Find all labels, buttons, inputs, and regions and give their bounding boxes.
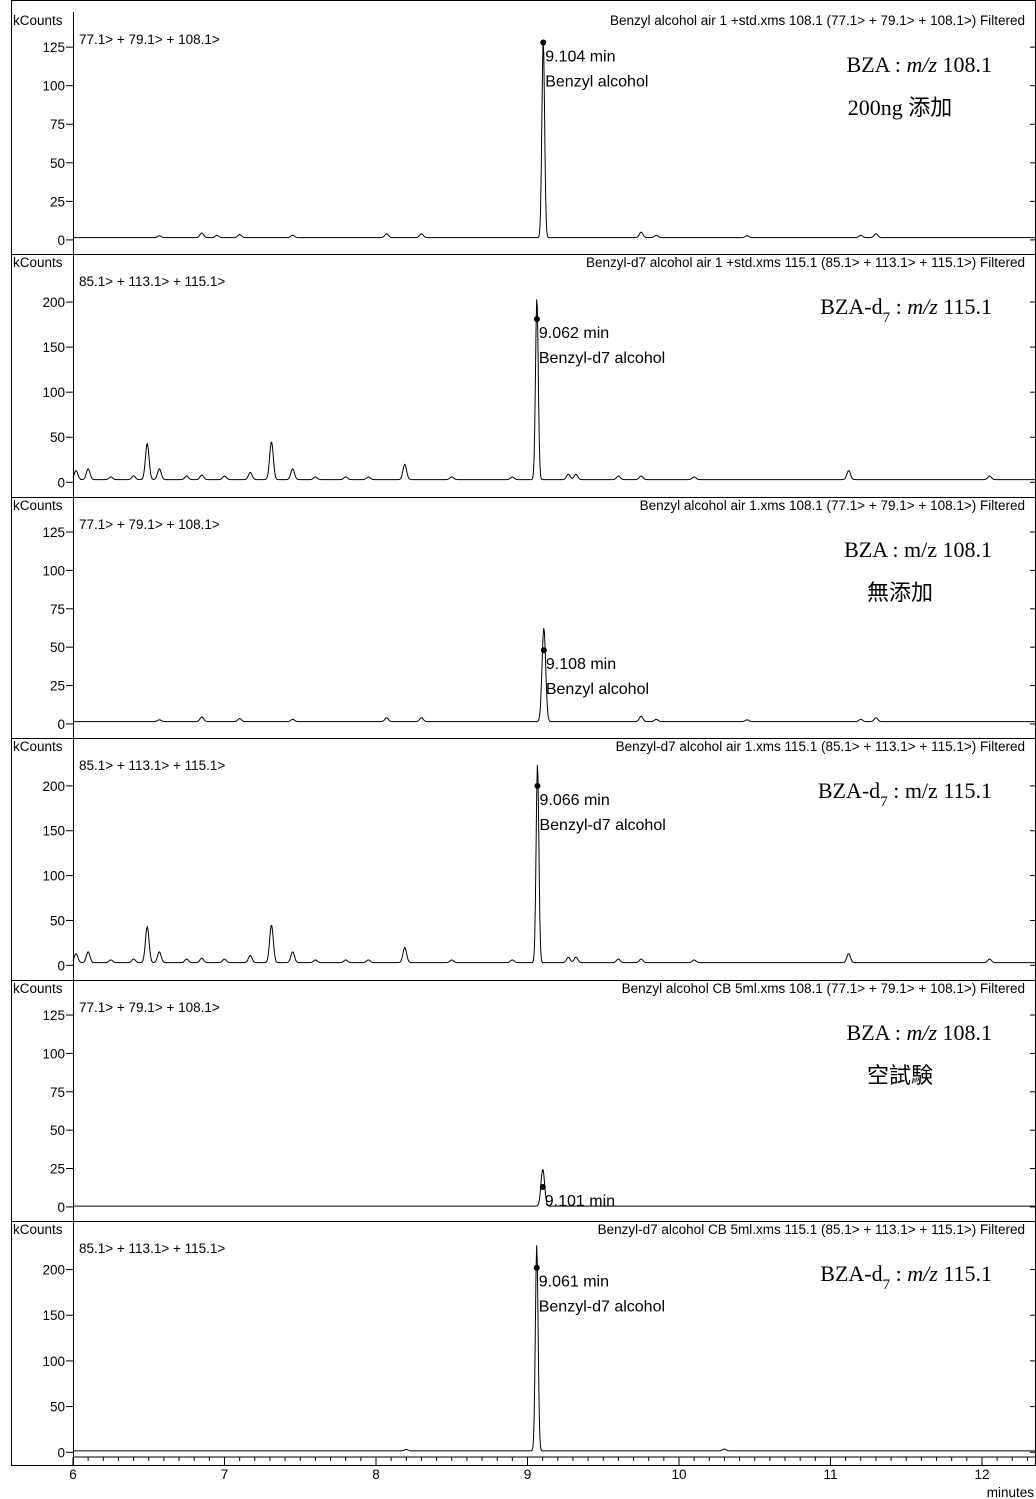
analyte-annotation: BZA-d7 : m/z 115.1 <box>818 778 992 810</box>
analyte-annotation: BZA : m/z 108.1 <box>844 537 992 562</box>
y-tick-label: 25 <box>50 1162 65 1177</box>
peak-label: Benzyl-d7 alcohol <box>539 350 665 367</box>
peak-label: Benzyl alcohol <box>545 74 648 91</box>
y-tick-label: 0 <box>57 1200 65 1215</box>
peak-label: Benzyl-d7 alcohol <box>539 817 665 834</box>
annotation-note: 無添加 <box>867 580 933 605</box>
chromatogram-trace <box>73 1245 1035 1452</box>
y-unit-label: kCounts <box>13 13 63 28</box>
x-tick-label: 12 <box>974 1467 989 1482</box>
peak-marker <box>539 1183 546 1190</box>
peak-label: 9.062 min <box>539 325 609 342</box>
y-tick-label: 25 <box>50 679 65 694</box>
analyte-annotation: BZA-d7 : m/z 115.1 <box>820 294 992 326</box>
peak-marker <box>534 782 541 789</box>
y-tick-label: 25 <box>50 194 65 209</box>
x-tick-label: 7 <box>221 1467 229 1482</box>
ion-list: 77.1> + 79.1> + 108.1> <box>79 1000 220 1015</box>
y-tick-label: 125 <box>42 1008 65 1023</box>
panel-header: Benzyl alcohol air 1.xms 108.1 (77.1> + … <box>640 498 1025 513</box>
ion-list: 77.1> + 79.1> + 108.1> <box>79 517 220 532</box>
y-tick-label: 100 <box>42 1354 65 1369</box>
y-unit-label: kCounts <box>13 739 63 754</box>
y-tick-label: 50 <box>50 1400 65 1415</box>
annotation-note: 空試験 <box>867 1063 933 1088</box>
peak-marker <box>540 647 547 654</box>
peak-label: 9.061 min <box>539 1274 609 1291</box>
panel-header: Benzyl-d7 alcohol air 1 +std.xms 115.1 (… <box>586 255 1025 270</box>
ion-list: 85.1> + 113.1> + 115.1> <box>79 758 225 773</box>
y-tick-label: 0 <box>57 717 65 732</box>
peak-label: 9.108 min <box>546 656 616 673</box>
y-tick-label: 50 <box>50 913 65 928</box>
panel-header: Benzyl alcohol CB 5ml.xms 108.1 (77.1> +… <box>622 981 1025 996</box>
annotation-note: 200ng 添加 <box>848 95 953 120</box>
x-tick-label: 8 <box>372 1467 380 1482</box>
analyte-annotation: BZA : m/z 108.1 <box>847 52 992 77</box>
peak-label: Benzyl-d7 alcohol <box>539 1299 665 1316</box>
panel-header: Benzyl-d7 alcohol air 1.xms 115.1 (85.1>… <box>616 739 1025 754</box>
panel-header: Benzyl-d7 alcohol CB 5ml.xms 115.1 (85.1… <box>598 1222 1025 1237</box>
y-tick-label: 125 <box>42 40 65 55</box>
y-tick-label: 0 <box>57 958 65 973</box>
peak-marker <box>533 316 540 323</box>
panel-header: Benzyl alcohol air 1 +std.xms 108.1 (77.… <box>610 13 1025 28</box>
y-tick-label: 200 <box>42 1263 65 1278</box>
y-tick-label: 0 <box>57 1445 65 1460</box>
analyte-annotation: BZA-d7 : m/z 115.1 <box>820 1261 992 1293</box>
ion-list: 85.1> + 113.1> + 115.1> <box>79 1241 225 1256</box>
y-tick-label: 50 <box>50 156 65 171</box>
x-tick-label: 6 <box>69 1467 77 1482</box>
peak-label: 9.101 min <box>545 1193 615 1210</box>
y-unit-label: kCounts <box>13 1222 63 1237</box>
y-tick-label: 75 <box>50 117 65 132</box>
y-tick-label: 100 <box>42 1046 65 1061</box>
y-tick-label: 150 <box>42 824 65 839</box>
y-tick-label: 100 <box>42 869 65 884</box>
y-tick-label: 125 <box>42 525 65 540</box>
x-tick-label: 11 <box>823 1467 837 1482</box>
y-tick-label: 150 <box>42 1308 65 1323</box>
chromatogram-trace <box>72 299 1035 481</box>
peak-label: 9.104 min <box>545 49 615 66</box>
y-tick-label: 75 <box>50 602 65 617</box>
x-tick-label: 10 <box>671 1467 686 1482</box>
chromatogram-trace <box>73 628 1035 723</box>
y-tick-label: 200 <box>42 295 65 310</box>
y-tick-label: 50 <box>50 1123 65 1138</box>
y-tick-label: 100 <box>42 79 65 94</box>
ion-list: 85.1> + 113.1> + 115.1> <box>79 274 225 289</box>
y-tick-label: 100 <box>42 563 65 578</box>
y-tick-label: 100 <box>42 385 65 400</box>
chromatogram-trace <box>72 764 1035 964</box>
chromatogram-trace <box>73 1169 1035 1207</box>
peak-marker <box>540 39 547 46</box>
ion-list: 77.1> + 79.1> + 108.1> <box>79 32 220 47</box>
y-unit-label: kCounts <box>13 255 63 270</box>
x-tick-label: 9 <box>524 1467 532 1482</box>
peak-marker <box>533 1264 540 1271</box>
y-tick-label: 150 <box>42 340 65 355</box>
analyte-annotation: BZA : m/z 108.1 <box>847 1020 992 1045</box>
peak-label: 9.066 min <box>539 792 609 809</box>
x-unit-label: minutes <box>987 1485 1035 1499</box>
y-unit-label: kCounts <box>13 981 63 996</box>
y-unit-label: kCounts <box>13 498 63 513</box>
y-tick-label: 50 <box>50 640 65 655</box>
y-tick-label: 200 <box>42 779 65 794</box>
y-tick-label: 0 <box>57 475 65 490</box>
y-tick-label: 50 <box>50 430 65 445</box>
chromatogram-trace <box>73 41 1035 239</box>
y-tick-label: 0 <box>57 233 65 248</box>
y-tick-label: 75 <box>50 1085 65 1100</box>
peak-label: Benzyl alcohol <box>546 681 649 698</box>
